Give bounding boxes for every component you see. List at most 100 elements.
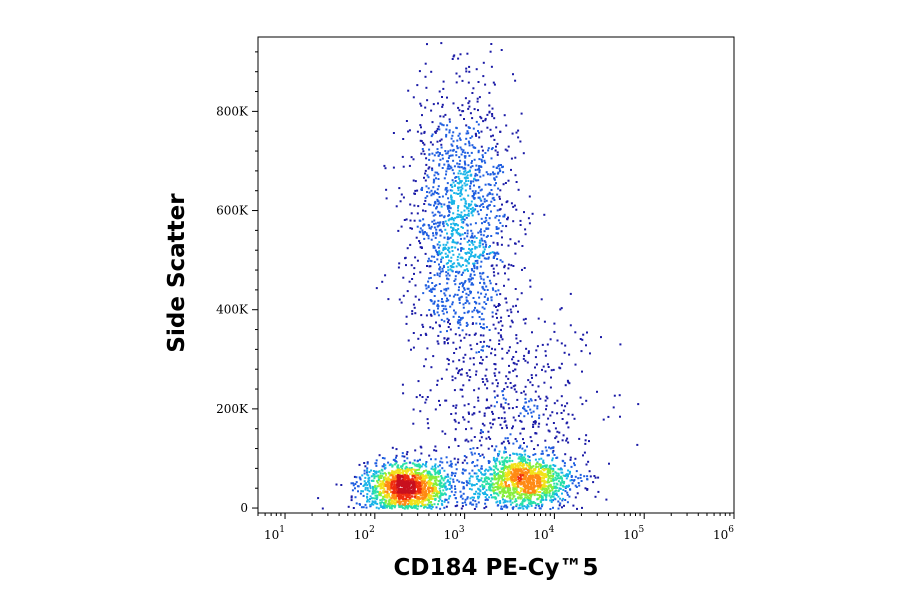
event-dot bbox=[384, 274, 387, 277]
event-dot bbox=[444, 220, 447, 223]
event-dot bbox=[497, 187, 500, 190]
event-dot bbox=[476, 174, 479, 177]
event-dot bbox=[475, 133, 477, 136]
event-dot bbox=[418, 481, 421, 484]
event-dot bbox=[458, 213, 461, 216]
event-dot bbox=[400, 465, 403, 468]
event-dot bbox=[428, 486, 431, 489]
event-dot bbox=[435, 233, 438, 236]
event-dot bbox=[446, 224, 449, 227]
event-dot bbox=[362, 506, 365, 509]
event-dot bbox=[501, 460, 504, 463]
event-dot bbox=[515, 208, 518, 211]
event-dot bbox=[586, 488, 589, 491]
event-dot bbox=[495, 459, 498, 462]
event-dot bbox=[375, 472, 378, 475]
event-dot bbox=[504, 500, 507, 503]
event-dot bbox=[479, 341, 482, 343]
event-dot bbox=[485, 303, 488, 305]
event-dot bbox=[495, 226, 498, 228]
event-dot bbox=[465, 124, 468, 127]
event-dot bbox=[427, 167, 430, 170]
event-dot bbox=[451, 303, 454, 306]
event-dot bbox=[502, 215, 505, 218]
event-dot bbox=[494, 348, 497, 351]
event-dot bbox=[494, 254, 497, 257]
event-dot bbox=[411, 468, 414, 471]
y-tick-label: 0 bbox=[240, 501, 248, 515]
event-dot bbox=[451, 169, 454, 172]
event-dot bbox=[562, 489, 565, 491]
event-dot bbox=[436, 492, 439, 494]
data-points bbox=[317, 42, 640, 510]
event-dot bbox=[491, 473, 493, 476]
event-dot bbox=[446, 182, 449, 185]
event-dot bbox=[469, 502, 472, 505]
event-dot bbox=[551, 488, 554, 491]
event-dot bbox=[398, 500, 401, 503]
event-dot bbox=[574, 457, 577, 460]
event-dot bbox=[521, 464, 524, 467]
event-dot bbox=[489, 173, 492, 176]
event-dot bbox=[465, 180, 467, 183]
event-dot bbox=[396, 481, 399, 484]
event-dot bbox=[395, 480, 397, 483]
event-dot bbox=[477, 123, 480, 126]
event-dot bbox=[462, 284, 464, 286]
event-dot bbox=[374, 491, 377, 494]
event-dot bbox=[508, 485, 511, 488]
event-dot bbox=[448, 131, 451, 134]
event-dot bbox=[507, 267, 510, 270]
event-dot bbox=[439, 244, 442, 247]
event-dot bbox=[434, 458, 437, 461]
event-dot bbox=[369, 495, 372, 498]
event-dot bbox=[566, 493, 569, 496]
event-dot bbox=[492, 483, 495, 486]
event-dot bbox=[463, 455, 466, 457]
event-dot bbox=[495, 464, 498, 467]
event-dot bbox=[544, 491, 547, 494]
event-dot bbox=[462, 197, 465, 200]
event-dot bbox=[470, 200, 473, 203]
event-dot bbox=[497, 303, 500, 305]
event-dot bbox=[406, 451, 409, 453]
event-dot bbox=[353, 475, 356, 478]
event-dot bbox=[434, 463, 437, 466]
event-dot bbox=[461, 226, 464, 229]
event-dot bbox=[435, 492, 438, 495]
event-dot bbox=[426, 347, 429, 350]
event-dot bbox=[434, 171, 437, 174]
event-dot bbox=[493, 472, 496, 475]
event-dot bbox=[436, 303, 439, 306]
event-dot bbox=[515, 489, 518, 492]
event-dot bbox=[451, 186, 454, 188]
event-dot bbox=[438, 164, 441, 167]
event-dot bbox=[477, 487, 480, 490]
event-dot bbox=[416, 468, 419, 471]
event-dot bbox=[471, 160, 473, 163]
event-dot bbox=[396, 469, 399, 472]
event-dot bbox=[409, 501, 412, 503]
event-dot bbox=[418, 70, 421, 73]
event-dot bbox=[364, 482, 367, 485]
event-dot bbox=[463, 118, 465, 120]
event-dot bbox=[457, 289, 460, 292]
event-dot bbox=[447, 278, 450, 281]
event-dot bbox=[552, 479, 555, 482]
event-dot bbox=[449, 154, 452, 157]
event-dot bbox=[400, 500, 403, 503]
event-dot bbox=[439, 481, 442, 484]
event-dot bbox=[374, 489, 377, 492]
event-dot bbox=[519, 490, 522, 493]
event-dot bbox=[530, 411, 533, 414]
event-dot bbox=[472, 447, 475, 450]
event-dot bbox=[471, 469, 474, 472]
event-dot bbox=[422, 218, 425, 221]
event-dot bbox=[478, 296, 481, 299]
event-dot bbox=[497, 252, 500, 255]
event-dot bbox=[507, 491, 510, 494]
event-dot bbox=[461, 233, 464, 236]
event-dot bbox=[495, 467, 498, 470]
event-dot bbox=[437, 203, 440, 206]
event-dot bbox=[471, 475, 474, 478]
